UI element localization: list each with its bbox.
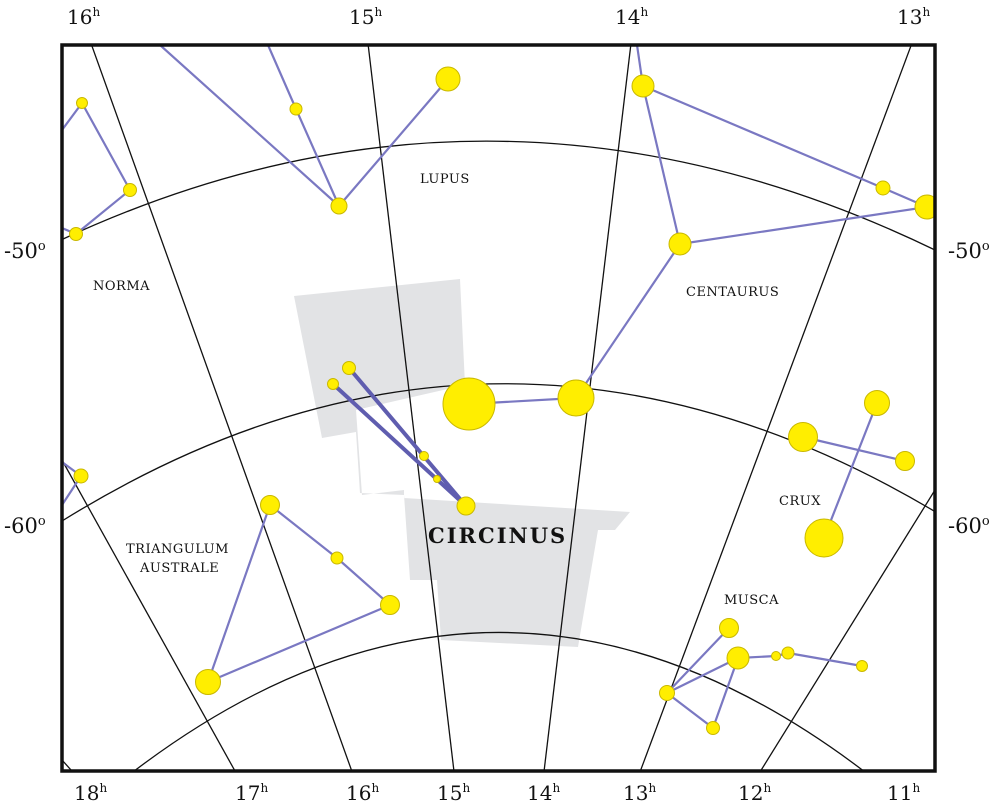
ra-label-bottom: 11h [887,781,920,805]
star [123,183,137,197]
star [342,361,356,375]
ra-label-top: 13h [897,5,930,29]
constellation-label-musca: MUSCA [724,593,779,608]
star [327,378,339,390]
constellation-label-lupus: LUPUS [420,172,470,187]
ra-label-top: 14h [615,5,648,29]
star [435,66,461,92]
star [69,227,83,241]
star [895,451,915,471]
circinus-lines [331,366,468,508]
ra-grid-lines [62,45,935,771]
star [289,102,303,116]
star [419,451,429,461]
star [856,660,868,672]
star [781,646,795,660]
ra-label-bottom: 16h [346,781,379,805]
star [330,551,344,565]
star [76,97,88,109]
dec-label-right: -50o [948,239,990,263]
constellation-label-norma: NORMA [93,279,150,294]
dec-grid-arcs [62,140,935,771]
dec-label-right: -60o [948,514,990,538]
star [771,651,781,661]
star [442,377,496,431]
star [380,595,400,615]
star [659,685,675,701]
star [719,618,739,638]
star [668,232,692,256]
ra-label-bottom: 14h [527,781,560,805]
map-frame [60,43,937,773]
star [864,390,890,416]
ra-label-bottom: 15h [437,781,470,805]
ra-label-bottom: 17h [235,781,268,805]
ra-label-bottom: 18h [74,781,107,805]
star [804,518,844,558]
constellation-label-crux: CRUX [779,494,821,509]
star [260,495,280,515]
star [726,646,750,670]
dec-label-left: -60o [4,514,46,538]
star [433,475,441,483]
stars [69,66,935,735]
ra-label-bottom: 13h [623,781,656,805]
dec-label-left: -50o [4,239,46,263]
star [73,468,89,484]
main-constellation-title: CIRCINUS [428,523,567,548]
star [875,180,891,196]
constellation-label-triangulum: TRIANGULUM [126,542,229,557]
ra-label-top: 15h [349,5,382,29]
star [706,721,720,735]
star [914,194,935,220]
star [631,74,655,98]
star [788,422,818,452]
circinus-boundary-region [294,279,630,647]
ra-label-top: 16h [67,5,100,29]
star [330,197,348,215]
ra-label-bottom: 12h [738,781,771,805]
star [557,379,595,417]
constellation-label-australe: AUSTRALE [139,561,219,576]
star [456,496,476,516]
constellation-label-centaurus: CENTAURUS [686,285,779,300]
star [195,669,221,695]
